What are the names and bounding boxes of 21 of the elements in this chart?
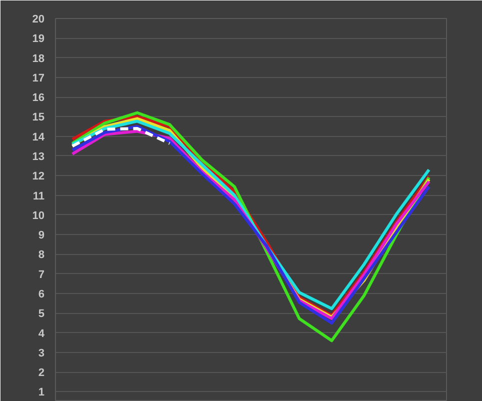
y-tick-label: 4 <box>38 328 46 340</box>
line-series <box>70 126 172 148</box>
y-tick-label: 19 <box>32 33 45 46</box>
y-tick-label: 6 <box>38 288 45 300</box>
y-tick-label: 16 <box>32 92 45 104</box>
y-tick-label: 14 <box>32 131 46 144</box>
y-tick-label: 20 <box>32 14 45 26</box>
y-tick-label: 3 <box>38 347 45 360</box>
y-tick-label: 10 <box>32 210 45 222</box>
y-tick-label: 13 <box>32 150 45 163</box>
y-tick-label: 7 <box>38 268 45 281</box>
y-tick-label: 18 <box>32 52 45 65</box>
y-tick-label: 11 <box>32 190 45 202</box>
y-tick-label: 15 <box>32 112 45 124</box>
y-tick-label: 17 <box>32 72 45 84</box>
y-tick-label: 8 <box>38 249 45 262</box>
y-tick-label: 12 <box>32 170 45 183</box>
y-tick-label: 9 <box>38 230 45 242</box>
y-tick-label: 1 <box>38 386 45 399</box>
y-tick-label: 5 <box>38 308 45 320</box>
y-tick-label: 2 <box>38 367 45 380</box>
